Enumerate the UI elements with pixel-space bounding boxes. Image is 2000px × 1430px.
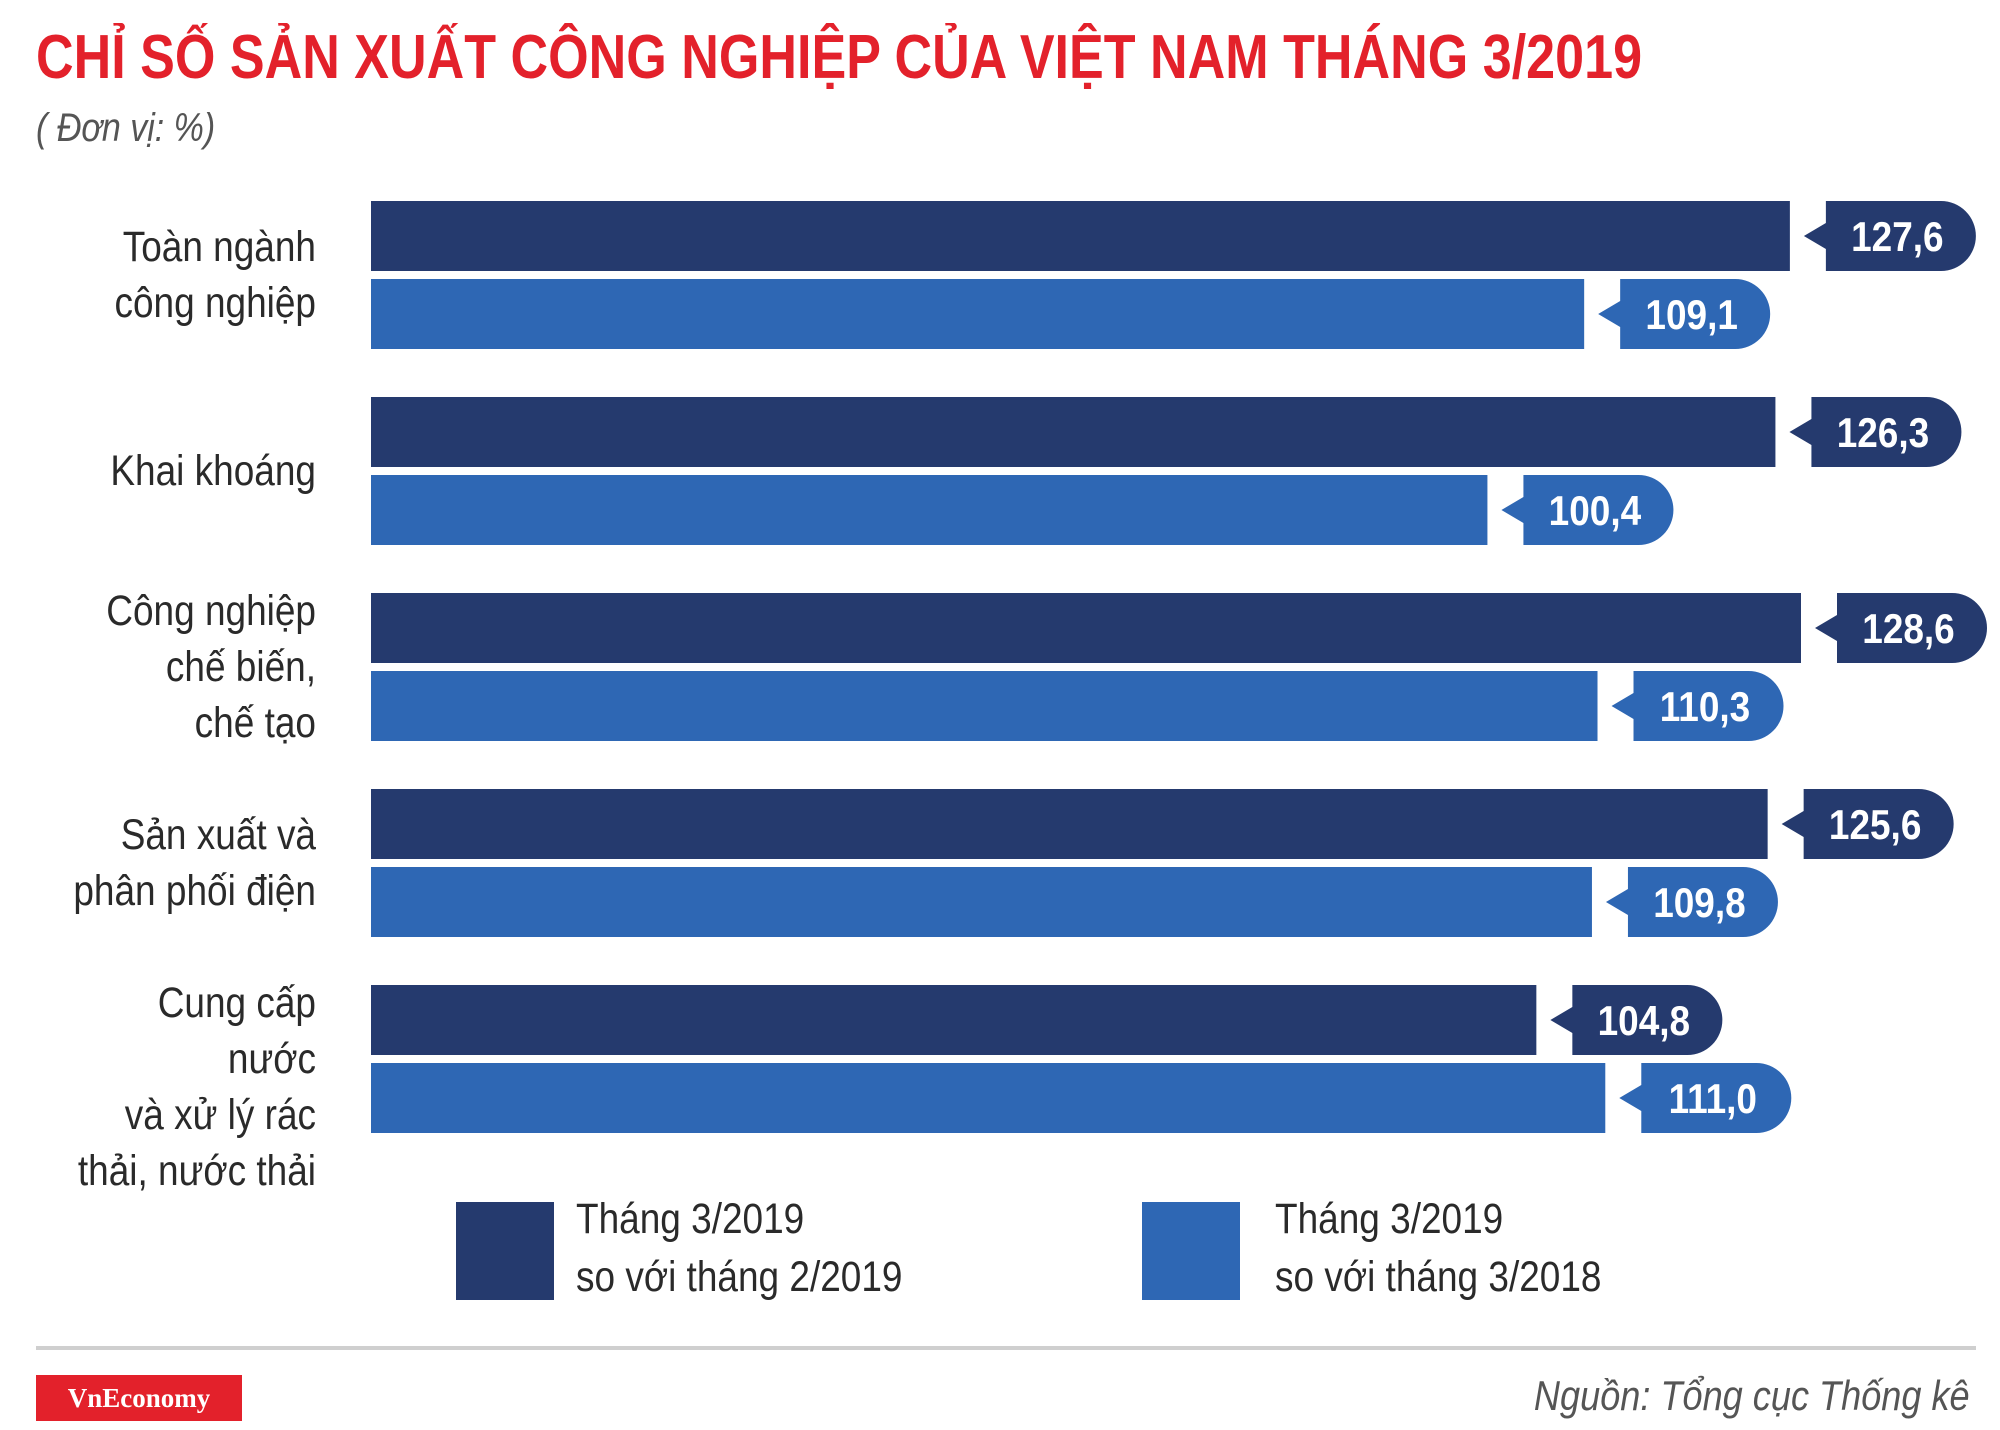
data-label: 111,0 [1669,1076,1757,1123]
data-label: 126,3 [1837,410,1929,457]
chart-title: CHỈ SỐ SẢN XUẤT CÔNG NGHIỆP CỦA VIỆT NAM… [36,23,1643,92]
data-label: 104,8 [1598,998,1690,1045]
bar-series-1 [371,593,1801,663]
value-callout [1619,1063,1792,1133]
category-label: Cung cấp nước và xử lý rác thải, nước th… [77,979,316,1195]
category-label: Công nghiệp chế biến, chế tạo [106,587,316,747]
category-label: Khai khoáng [110,447,316,495]
value-callout [1803,201,1976,271]
footer-divider [36,1346,1976,1350]
value-callout [1598,279,1771,349]
bar-series-1 [371,397,1776,467]
bar-series-2 [371,475,1488,545]
data-label: 110,3 [1660,684,1750,731]
bar-series-2 [371,279,1585,349]
data-label: 127,6 [1851,214,1943,261]
data-label: 109,8 [1653,880,1745,927]
value-callout [1501,475,1674,545]
data-label: 125,6 [1829,802,1921,849]
value-callout [1605,867,1778,937]
legend-label-series-1: Tháng 3/2019 so với tháng 2/2019 [576,1195,903,1301]
bar-series-1 [371,985,1537,1055]
value-callout [1815,593,1987,663]
bar-series-1 [371,201,1790,271]
value-callout [1550,985,1723,1055]
value-callout [1781,789,1954,859]
legend-swatch-series-1 [456,1202,554,1300]
legend-label-series-2: Tháng 3/2019 so với tháng 3/2018 [1275,1195,1602,1301]
value-callout [1789,397,1962,467]
bar-series-2 [371,671,1598,741]
bar-series-1 [371,789,1768,859]
bar-series-2 [371,867,1592,937]
value-callout [1611,671,1784,741]
vneconomy-logo: VnEconomy [36,1375,242,1421]
data-label: 109,1 [1645,292,1737,339]
source-note: Nguồn: Tổng cục Thống kê [1534,1372,1970,1419]
unit-label: ( Đơn vị: %) [36,106,216,150]
bar-series-2 [371,1063,1606,1133]
data-label: 100,4 [1549,488,1641,535]
category-label: Sản xuất và phân phối điện [73,811,316,915]
bar-chart: 127,6 109,1 126,3 100,4 128,6 110,3 125,6 109,8… [371,201,1987,1133]
category-label: Toàn ngành công nghiệp [114,223,316,327]
data-label: 128,6 [1862,606,1954,653]
legend-swatch-series-2 [1142,1202,1240,1300]
